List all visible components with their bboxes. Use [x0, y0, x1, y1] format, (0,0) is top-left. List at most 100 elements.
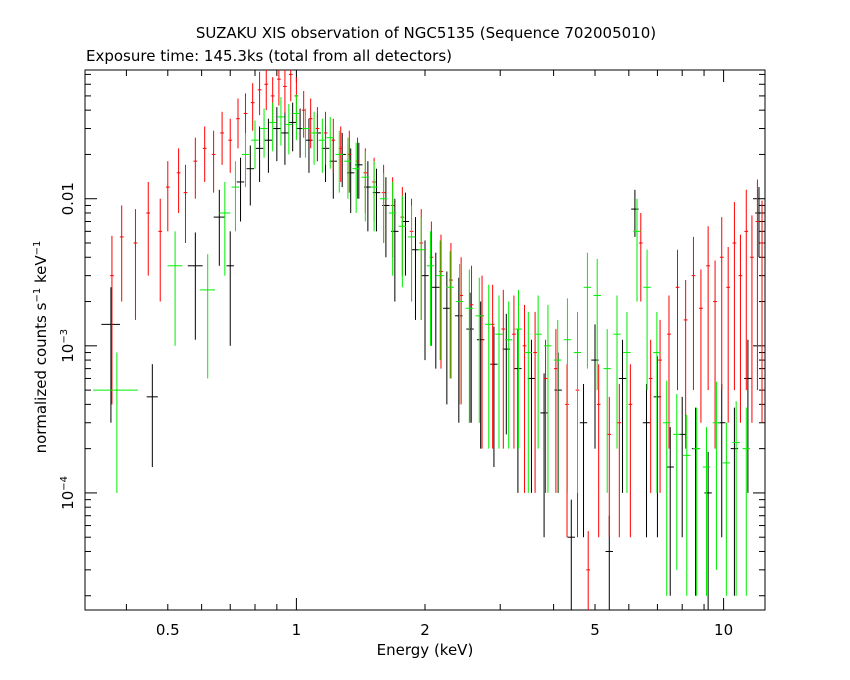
chart-title: SUZAKU XIS observation of NGC5135 (Seque…	[196, 24, 656, 42]
data-point	[543, 339, 548, 493]
data-point	[288, 70, 293, 102]
chart-subtitle: Exposure time: 145.3ks (total from all d…	[86, 47, 452, 65]
data-point	[407, 205, 416, 302]
data-point	[426, 231, 435, 346]
data-point	[158, 198, 163, 302]
data-point	[119, 205, 124, 302]
x-tick-label: 5	[590, 621, 600, 639]
data-point	[183, 164, 188, 244]
data-point	[292, 94, 301, 141]
y-tick-label: 0.01	[59, 182, 77, 215]
data-point	[305, 118, 313, 173]
data-point	[133, 209, 138, 320]
data-point	[719, 217, 724, 391]
data-point	[187, 232, 203, 340]
data-point	[744, 189, 749, 391]
data-point	[742, 407, 750, 596]
data-point	[326, 116, 334, 169]
data-point	[202, 126, 207, 182]
data-point	[553, 319, 562, 493]
data-point	[617, 384, 622, 538]
data-point	[704, 451, 712, 610]
data-point	[730, 407, 739, 596]
data-point	[301, 108, 310, 158]
data-point	[308, 98, 313, 149]
data-point	[573, 311, 582, 493]
data-point	[534, 295, 542, 449]
data-point	[662, 380, 671, 596]
data-point	[296, 108, 304, 158]
data-point	[421, 240, 429, 361]
data-point	[469, 265, 474, 423]
data-point	[176, 148, 181, 213]
data-point	[398, 195, 407, 288]
axis-ticks	[85, 70, 765, 610]
data-point	[323, 111, 328, 165]
data-point	[514, 329, 522, 493]
data-point	[455, 263, 464, 405]
data-point	[726, 246, 731, 423]
data-point	[691, 236, 696, 391]
data-point	[702, 427, 711, 596]
data-point	[370, 161, 378, 232]
data-point	[484, 284, 493, 449]
data-point	[344, 137, 352, 199]
data-point	[417, 217, 425, 320]
data-point	[667, 295, 671, 449]
data-point	[288, 102, 297, 152]
data-point	[666, 427, 674, 596]
data-point	[618, 339, 627, 493]
data-point	[738, 234, 743, 423]
data-point	[633, 198, 641, 302]
data-point	[352, 142, 360, 213]
data-point	[315, 107, 320, 162]
data-point	[603, 329, 611, 493]
y-tick-labels: 0.01 10−3 10−4	[59, 182, 77, 510]
data-point	[193, 137, 198, 199]
data-point	[691, 407, 700, 596]
data-point	[522, 304, 527, 493]
data-point	[281, 111, 289, 165]
data-point	[446, 251, 454, 379]
data-point	[93, 352, 138, 493]
data-point	[628, 364, 633, 538]
data-point	[514, 289, 523, 449]
data-point	[200, 254, 215, 379]
data-point	[512, 295, 516, 449]
data-point	[213, 189, 225, 266]
data-point	[495, 295, 503, 449]
data-point	[476, 301, 485, 449]
data-point	[318, 118, 327, 173]
series-layer	[93, 70, 764, 610]
data-point	[432, 252, 440, 369]
data-point	[638, 212, 643, 302]
data-point	[466, 292, 474, 423]
data-point	[220, 111, 224, 165]
data-point	[301, 90, 306, 138]
data-point	[675, 249, 680, 391]
data-point	[211, 130, 216, 193]
data-point	[236, 98, 240, 149]
data-point	[673, 394, 681, 570]
data-point	[699, 269, 703, 423]
data-point	[277, 97, 285, 146]
data-point	[678, 396, 686, 538]
series-1	[101, 102, 763, 610]
data-point	[236, 157, 245, 222]
data-point	[167, 231, 183, 346]
data-point	[643, 249, 651, 391]
data-point	[285, 104, 293, 155]
data-point	[228, 118, 233, 173]
data-point	[755, 179, 760, 391]
data-point	[583, 252, 592, 369]
plot-area	[84, 69, 766, 611]
data-point	[283, 70, 287, 114]
data-point	[579, 384, 588, 538]
data-point	[533, 311, 537, 493]
data-point	[264, 118, 273, 173]
x-tick-label: 2	[420, 621, 430, 639]
x-tick-label: 10	[714, 621, 733, 639]
data-point	[593, 258, 601, 391]
data-point	[146, 181, 151, 276]
data-point	[732, 201, 737, 391]
